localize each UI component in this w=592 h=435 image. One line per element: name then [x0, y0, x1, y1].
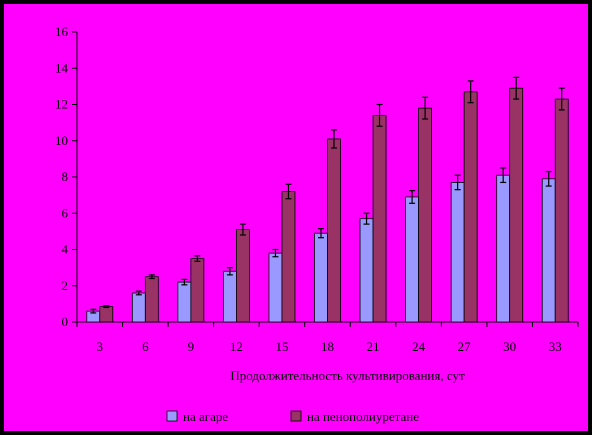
- legend-swatch: [290, 410, 302, 422]
- bars: [86, 87, 569, 323]
- x-tick-label: 15: [275, 339, 288, 354]
- error-bars: [90, 76, 565, 314]
- x-tick-label: 30: [503, 339, 516, 354]
- x-ticks: 3 6 9 12 15 18 21 24 27 30 33: [76, 322, 579, 354]
- x-tick-label: 27: [458, 339, 472, 354]
- y-ticks: 0 2 4 6 8 10 12 14 16: [55, 24, 77, 329]
- bar: [554, 98, 569, 323]
- bar: [509, 87, 524, 323]
- bar: [268, 252, 283, 323]
- y-tick-label: 16: [55, 24, 69, 39]
- bar: [190, 258, 205, 323]
- x-tick-label: 24: [412, 339, 426, 354]
- bar: [463, 91, 478, 323]
- bar: [236, 229, 250, 323]
- x-tick-label: 3: [97, 339, 104, 354]
- x-tick-label: 33: [549, 339, 562, 354]
- chart-panel: [4, 4, 588, 431]
- x-tick-label: 21: [367, 339, 380, 354]
- y-tick-label: 8: [62, 169, 69, 184]
- bar: [496, 174, 511, 323]
- y-tick-label: 10: [55, 133, 68, 148]
- x-tick-label: 18: [321, 339, 334, 354]
- x-axis-title: Продолжительность культивирования, сут: [230, 368, 465, 383]
- legend-label: на агаре: [183, 409, 228, 424]
- legend-label: на пенополиуретане: [307, 409, 419, 424]
- bar: [359, 218, 374, 323]
- bar: [405, 196, 419, 323]
- y-tick-label: 0: [62, 314, 69, 329]
- bar: [450, 182, 465, 323]
- y-tick-label: 2: [62, 278, 69, 293]
- y-tick-label: 12: [55, 97, 68, 112]
- bar: [144, 276, 159, 323]
- x-tick-label: 6: [142, 339, 149, 354]
- bar: [131, 292, 146, 323]
- bar: [418, 107, 432, 323]
- bar: [327, 138, 341, 323]
- legend: на агаре на пенополиуретане: [166, 409, 419, 424]
- legend-swatch: [166, 410, 178, 422]
- x-tick-label: 9: [188, 339, 195, 354]
- y-tick-label: 4: [62, 242, 69, 257]
- bar: [541, 178, 556, 323]
- x-tick-label: 12: [230, 339, 243, 354]
- bar: [223, 270, 237, 323]
- bar: [99, 306, 114, 323]
- bar: [314, 232, 328, 323]
- bar: [372, 114, 387, 323]
- y-tick-label: 6: [62, 205, 69, 220]
- bar: [177, 281, 192, 323]
- y-tick-label: 14: [55, 60, 69, 75]
- bar: [281, 191, 296, 323]
